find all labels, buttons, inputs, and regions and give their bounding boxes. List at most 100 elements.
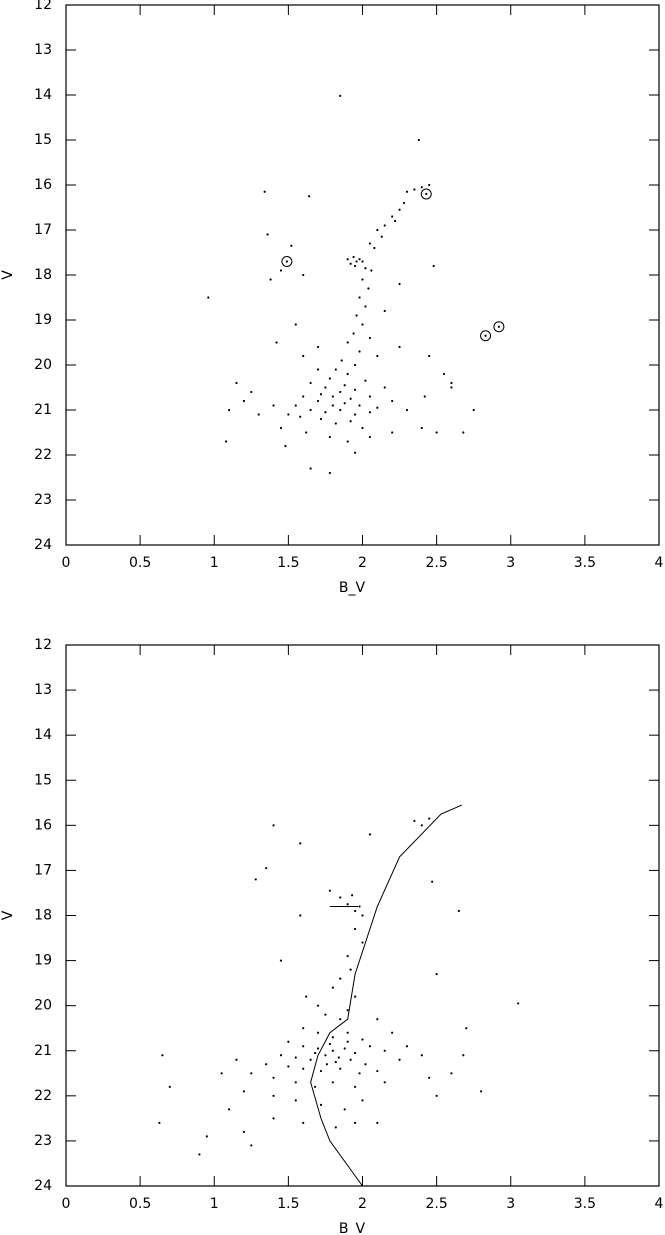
y-tick-label: 12 xyxy=(34,0,52,13)
data-point xyxy=(352,332,355,335)
data-point xyxy=(302,273,305,277)
data-point xyxy=(380,235,383,238)
data-point xyxy=(383,386,386,389)
data-point xyxy=(161,1054,164,1057)
data-point xyxy=(299,415,302,418)
data-point xyxy=(328,1042,331,1046)
data-point xyxy=(462,431,465,434)
data-point xyxy=(299,842,302,845)
data-point xyxy=(391,431,394,434)
x-tick-label: 0.5 xyxy=(129,555,151,571)
data-point xyxy=(324,386,327,389)
data-point xyxy=(450,381,453,385)
data-point xyxy=(302,1067,305,1070)
data-point xyxy=(383,309,386,313)
data-point xyxy=(334,368,337,371)
data-point xyxy=(168,1085,171,1088)
data-point xyxy=(383,224,386,227)
data-point xyxy=(205,1135,208,1138)
data-point xyxy=(316,1047,320,1050)
data-point xyxy=(435,973,438,976)
data-point xyxy=(331,1049,334,1052)
data-point xyxy=(325,1063,329,1066)
data-point xyxy=(235,1058,238,1061)
data-point xyxy=(428,817,431,820)
data-point xyxy=(376,1069,379,1073)
circled-point-center xyxy=(285,260,288,263)
x-tick-label: 2 xyxy=(358,555,367,571)
data-point xyxy=(361,323,364,326)
data-point xyxy=(361,426,364,430)
data-point xyxy=(480,1090,483,1093)
data-point xyxy=(339,1018,342,1021)
data-point xyxy=(339,390,342,394)
y-tick-label: 22 xyxy=(34,447,52,463)
data-point xyxy=(349,1058,352,1061)
data-point xyxy=(402,201,406,205)
y-tick-label: 21 xyxy=(34,402,52,418)
data-point xyxy=(383,1049,386,1052)
data-point xyxy=(198,1153,201,1156)
y-tick-label: 18 xyxy=(34,267,52,283)
data-point xyxy=(302,354,305,358)
data-point xyxy=(309,1058,312,1061)
data-point xyxy=(428,1076,431,1079)
y-tick-label: 17 xyxy=(34,222,52,238)
data-point xyxy=(287,1040,290,1043)
y-tick-label: 16 xyxy=(34,177,52,193)
data-point xyxy=(462,1054,465,1057)
circled-point xyxy=(480,330,492,342)
x-tick-label: 1 xyxy=(210,555,219,571)
data-point xyxy=(272,404,275,407)
data-point xyxy=(398,1058,401,1061)
y-tick-label: 14 xyxy=(34,727,52,743)
data-point xyxy=(346,1009,349,1012)
x-tick-label: 1.5 xyxy=(277,1196,299,1212)
data-point xyxy=(265,867,268,870)
isochrone-line xyxy=(310,804,463,1187)
data-point xyxy=(349,968,352,971)
data-point xyxy=(358,296,361,299)
y-tick-label: 15 xyxy=(34,772,52,788)
data-point xyxy=(346,440,349,443)
data-point xyxy=(220,1072,223,1075)
data-point xyxy=(413,819,416,822)
data-point xyxy=(339,408,342,412)
data-point xyxy=(358,258,361,261)
data-point xyxy=(435,1094,438,1097)
data-point xyxy=(242,1130,245,1133)
data-point xyxy=(423,395,426,398)
x-tick-label: 3 xyxy=(506,555,515,571)
data-point xyxy=(339,977,342,980)
circled-point-center xyxy=(484,334,487,337)
circled-point xyxy=(493,321,505,333)
data-point xyxy=(346,954,349,958)
y-tick-label: 15 xyxy=(34,132,52,148)
data-point xyxy=(420,824,423,827)
x-tick-label: 2 xyxy=(358,1196,367,1212)
data-point xyxy=(302,1121,305,1124)
data-point xyxy=(294,323,297,326)
x-tick-label: 1.5 xyxy=(277,555,299,571)
data-point xyxy=(391,399,394,403)
data-point xyxy=(364,379,367,382)
data-point xyxy=(351,894,354,897)
data-point xyxy=(275,341,278,344)
y-tick-label: 19 xyxy=(34,953,52,969)
data-point xyxy=(353,927,357,931)
y-tick-label: 16 xyxy=(34,817,52,833)
data-point xyxy=(337,1056,340,1059)
x-tick-label: 0 xyxy=(62,1196,71,1212)
data-point xyxy=(299,914,302,917)
data-point xyxy=(302,1045,305,1048)
data-point xyxy=(328,377,331,380)
circled-point xyxy=(281,256,293,267)
data-point xyxy=(368,242,372,245)
data-point xyxy=(254,878,257,881)
data-point xyxy=(364,305,367,308)
data-point xyxy=(294,404,297,407)
data-point xyxy=(428,354,431,358)
y-axis-label: V xyxy=(0,270,16,280)
data-point xyxy=(346,341,349,344)
data-point xyxy=(370,269,373,272)
